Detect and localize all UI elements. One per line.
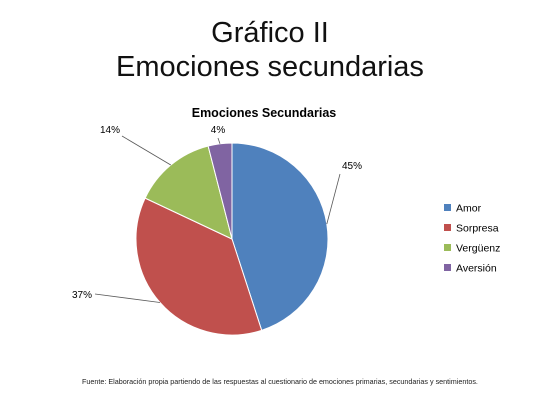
leader-line-aversion xyxy=(217,137,221,144)
legend-swatch-aversion xyxy=(444,264,451,271)
leader-line-verguenz xyxy=(121,135,172,166)
legend-label-aversion: Aversión xyxy=(456,263,497,275)
data-label-verguenz: 14% xyxy=(100,125,120,136)
data-label-aversion: 4% xyxy=(211,125,226,136)
slide-title-line-2: Emociones secundarias xyxy=(116,51,424,83)
label-leader-lines xyxy=(94,135,341,303)
leader-line-amor xyxy=(326,173,341,225)
legend: Amor Sorpresa Vergüenz Aversión xyxy=(444,203,500,275)
legend-swatch-amor xyxy=(444,204,451,211)
data-label-amor: 45% xyxy=(342,161,362,172)
data-labels: 45% 37% 14% 4% xyxy=(72,125,362,301)
legend-label-sorpresa: Sorpresa xyxy=(456,223,499,235)
legend-label-amor: Amor xyxy=(456,203,482,215)
pie-slice-aversion xyxy=(207,142,233,240)
pie-slice-verguenz xyxy=(144,145,233,240)
data-label-sorpresa: 37% xyxy=(72,290,92,301)
legend-swatch-verguenz xyxy=(444,244,451,251)
pie-slice-sorpresa xyxy=(135,197,263,336)
leader-line-sorpresa xyxy=(94,293,161,303)
legend-swatch-sorpresa xyxy=(444,224,451,231)
source-note: Fuente: Elaboración propia partiendo de … xyxy=(82,377,478,386)
pie-slices xyxy=(135,142,329,336)
legend-label-verguenz: Vergüenz xyxy=(456,243,500,255)
slide-title-line-1: Gráfico II xyxy=(211,17,329,49)
slide-title: Gráfico II Emociones secundarias xyxy=(0,16,540,84)
chart-title: Emociones Secundarias xyxy=(192,106,337,120)
pie-slice-amor xyxy=(231,142,329,331)
